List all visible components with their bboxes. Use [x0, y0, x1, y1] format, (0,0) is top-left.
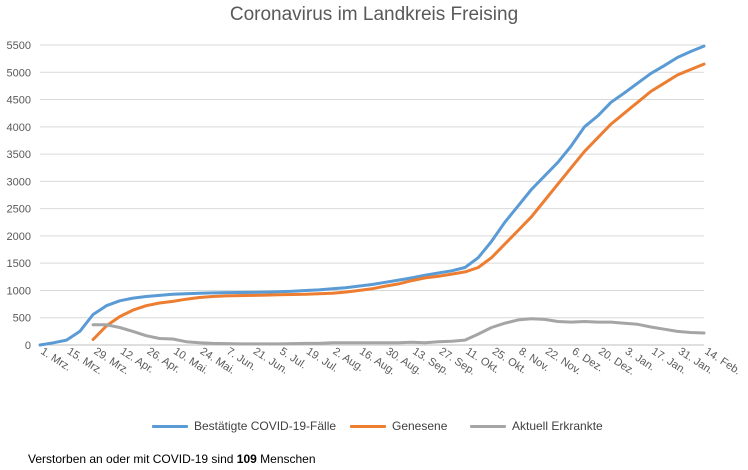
series-line-1: [91, 62, 706, 341]
death-count: 109: [236, 452, 257, 466]
legend-label-recovered: Genesene: [392, 419, 448, 433]
y-tick-label: 5500: [7, 40, 31, 52]
legend-item-recovered: Genesene: [350, 419, 447, 433]
legend-swatch-active: [470, 424, 506, 428]
legend-label-active: Aktuell Erkrankte: [512, 419, 603, 433]
footnote: Verstorben an oder mit COVID-19 sind 109…: [28, 452, 316, 466]
legend: Bestätigte COVID-19-Fälle Genesene Aktue…: [0, 419, 748, 437]
y-tick-label: 3500: [7, 149, 31, 161]
x-axis-ticks: 1. Mrz.15. Mrz.29. Mrz.12. Apr.26. Apr.1…: [38, 345, 742, 377]
y-tick-label: 1000: [7, 285, 31, 297]
grid-lines: [40, 44, 704, 346]
y-tick-label: 4500: [7, 95, 31, 107]
y-tick-label: 500: [13, 313, 31, 325]
series-line-2: [91, 317, 706, 346]
legend-swatch-confirmed: [152, 424, 188, 428]
y-axis-ticks: 0 500 1000 1500 2000 2500 3000 3500 4000 4500 5000…: [7, 40, 31, 352]
y-tick-label: 4000: [7, 122, 31, 134]
y-tick-label: 2000: [7, 231, 31, 243]
legend-item-active: Aktuell Erkrankte: [470, 419, 603, 433]
series-line-0: [38, 44, 706, 347]
footnote-suffix: Menschen: [260, 452, 316, 466]
legend-label-confirmed: Bestätigte COVID-19-Fälle: [194, 419, 337, 433]
legend-item-confirmed: Bestätigte COVID-19-Fälle: [152, 419, 336, 433]
y-tick-label: 3000: [7, 176, 31, 188]
footnote-prefix: Verstorben an oder mit COVID-19 sind: [28, 452, 234, 466]
chart-title: Coronavirus im Landkreis Freising: [229, 4, 519, 25]
y-tick-label: 0: [25, 340, 31, 352]
series-lines: [38, 44, 706, 347]
legend-swatch-recovered: [350, 424, 386, 428]
y-tick-label: 1500: [7, 258, 31, 270]
y-tick-label: 5000: [7, 67, 31, 79]
y-tick-label: 2500: [7, 204, 31, 216]
